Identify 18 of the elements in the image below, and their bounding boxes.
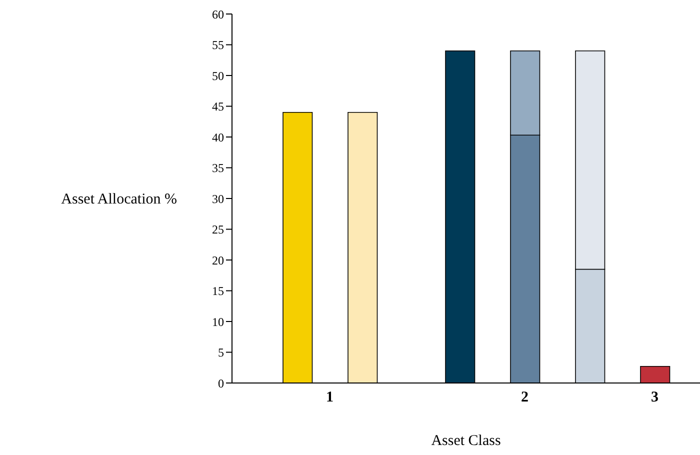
- y-tick-label: 10: [212, 314, 224, 329]
- y-tick-label: 5: [218, 346, 224, 360]
- x-axis-title: Asset Class: [431, 433, 501, 449]
- y-tick-label: 0: [218, 376, 224, 390]
- y-tick-label: 20: [212, 253, 224, 268]
- y-tick-label: 25: [212, 222, 224, 237]
- y-tick-label: 45: [212, 100, 224, 114]
- x-tick-label: 1: [326, 390, 334, 406]
- y-axis-title: Asset Allocation %: [61, 192, 177, 208]
- y-tick-label: 60: [212, 7, 224, 22]
- y-tick-label: 55: [212, 38, 224, 52]
- y-tick-label: 40: [212, 130, 224, 144]
- y-tick-label: 50: [212, 68, 224, 83]
- x-tick-label: 3: [651, 390, 658, 406]
- y-tick-label: 35: [212, 161, 224, 176]
- y-tick-label: 15: [212, 284, 224, 298]
- y-tick-label: 30: [212, 192, 224, 206]
- x-tick-label: 2: [521, 390, 528, 406]
